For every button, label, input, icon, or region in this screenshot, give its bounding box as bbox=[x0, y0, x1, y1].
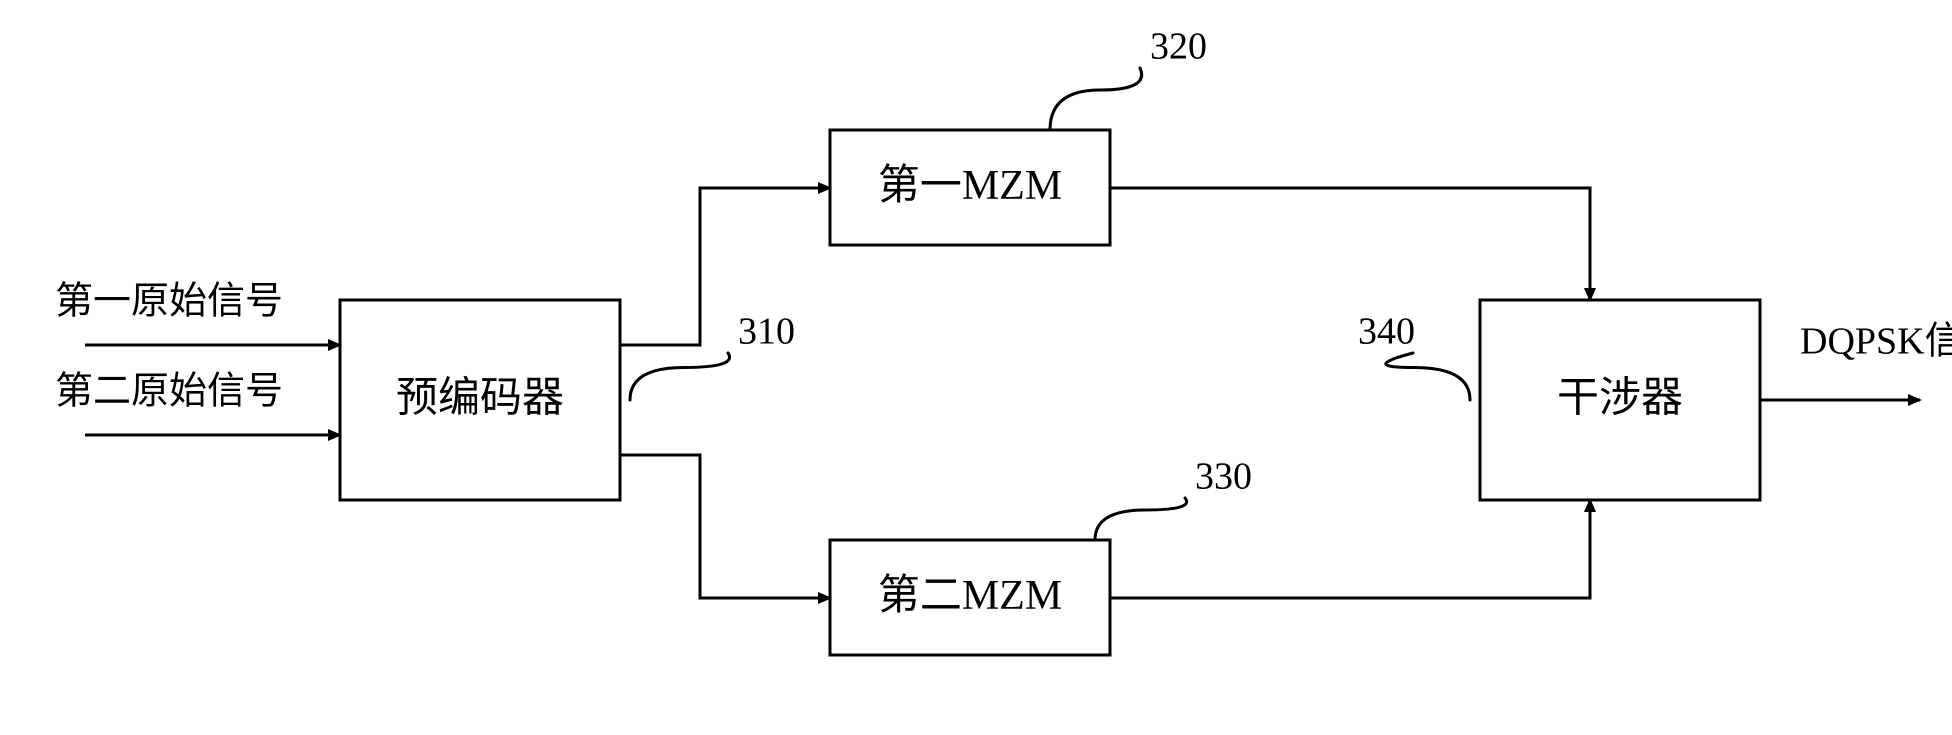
input1-label: 第一原始信号 bbox=[55, 281, 283, 323]
precoder-block: 预编码器 bbox=[340, 300, 620, 500]
callout-310 bbox=[630, 353, 730, 400]
interferometer-block: 干涉器 bbox=[1480, 300, 1760, 500]
arrow-precoder-mzm2 bbox=[620, 455, 830, 598]
callout-320 bbox=[1050, 68, 1142, 130]
callout-330 bbox=[1095, 498, 1187, 540]
mzm1-block: 第一MZM bbox=[830, 130, 1110, 245]
ref-340: 340 bbox=[1358, 311, 1415, 353]
mzm2-label: 第二MZM bbox=[878, 573, 1062, 619]
arrow-mzm2-interf bbox=[1110, 500, 1590, 598]
output-label: DQPSK信号 bbox=[1800, 321, 1952, 363]
arrow-mzm1-interf bbox=[1110, 188, 1590, 300]
ref-320: 320 bbox=[1150, 26, 1207, 68]
arrow-precoder-mzm1 bbox=[620, 188, 830, 345]
mzm2-block: 第二MZM bbox=[830, 540, 1110, 655]
precoder-label: 预编码器 bbox=[396, 376, 564, 422]
ref-310: 310 bbox=[738, 311, 795, 353]
mzm1-label: 第一MZM bbox=[878, 163, 1062, 209]
interferometer-label: 干涉器 bbox=[1557, 376, 1683, 422]
input2-label: 第二原始信号 bbox=[55, 371, 283, 413]
callout-340 bbox=[1386, 353, 1470, 400]
ref-330: 330 bbox=[1195, 456, 1252, 498]
